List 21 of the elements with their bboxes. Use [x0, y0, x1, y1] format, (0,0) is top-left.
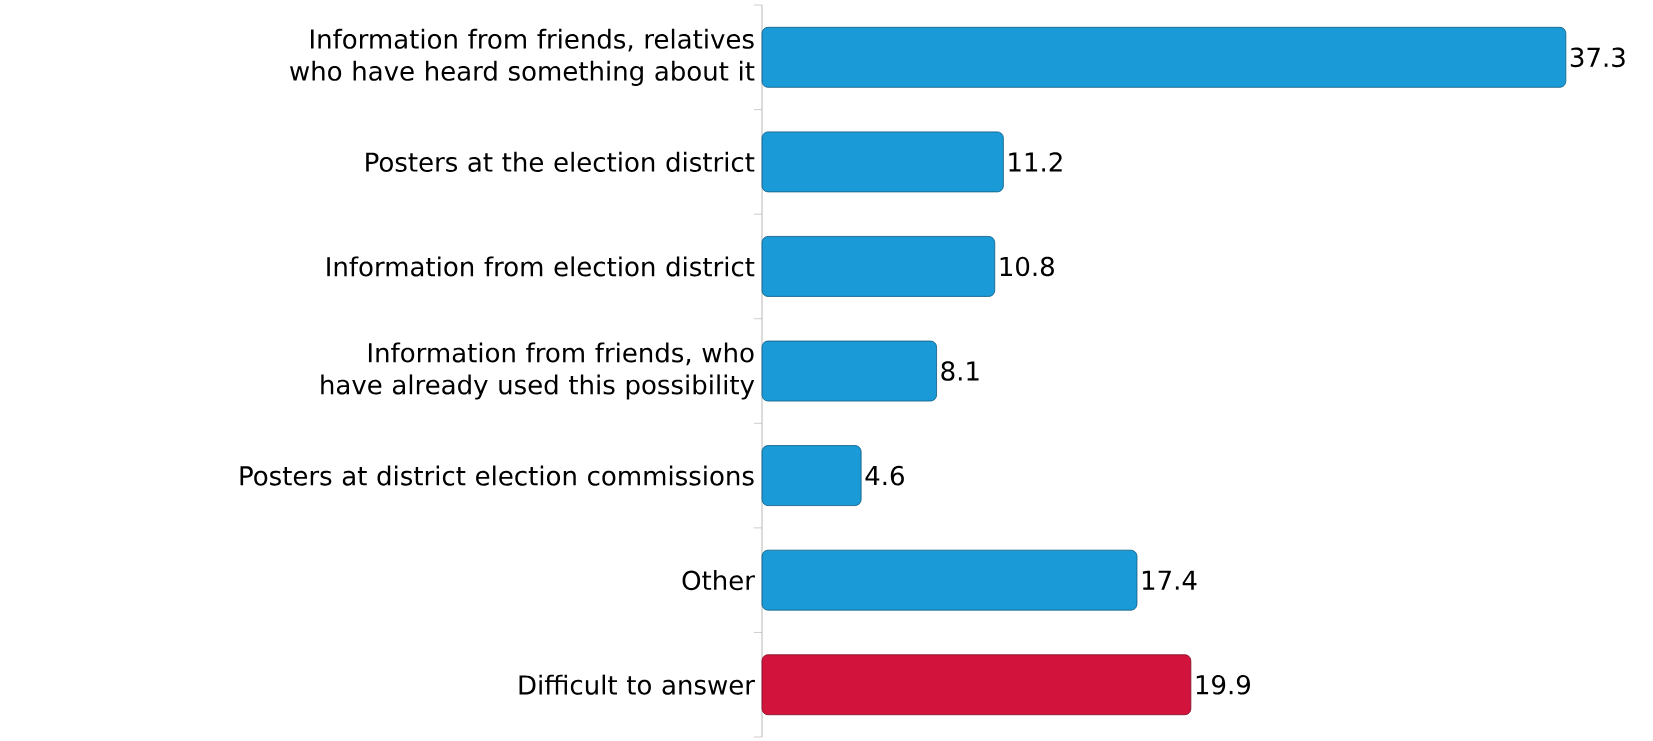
- y-tick-label: Information from friends, who have already used this possibility: [321, 342, 755, 400]
- bar: [761, 236, 996, 297]
- data-label: 10.8: [1000, 256, 1054, 277]
- data-label: 19.9: [1196, 674, 1250, 695]
- y-tick-label: Difficult to answer: [519, 674, 755, 695]
- bar: [761, 131, 1004, 193]
- bar: [761, 445, 862, 506]
- y-tick-label: Posters at the election district: [366, 151, 755, 172]
- data-label: 37.3: [1570, 47, 1625, 68]
- bar: [761, 549, 1138, 611]
- y-tick-label: Information from election district: [327, 256, 755, 277]
- y-tick-label: Information from friends, relatives who have heard something about it: [290, 28, 755, 86]
- data-label: 4.6: [865, 465, 904, 486]
- y-tick-label: Posters at district election commissions: [240, 465, 754, 486]
- data-label: 17.4: [1142, 570, 1197, 590]
- bar: [761, 26, 1567, 88]
- bar: [761, 654, 1192, 716]
- data-label: 8.1: [941, 361, 979, 381]
- data-label: 11.2: [1009, 152, 1062, 172]
- bar: [761, 340, 937, 402]
- y-tick-label: Other: [682, 570, 755, 591]
